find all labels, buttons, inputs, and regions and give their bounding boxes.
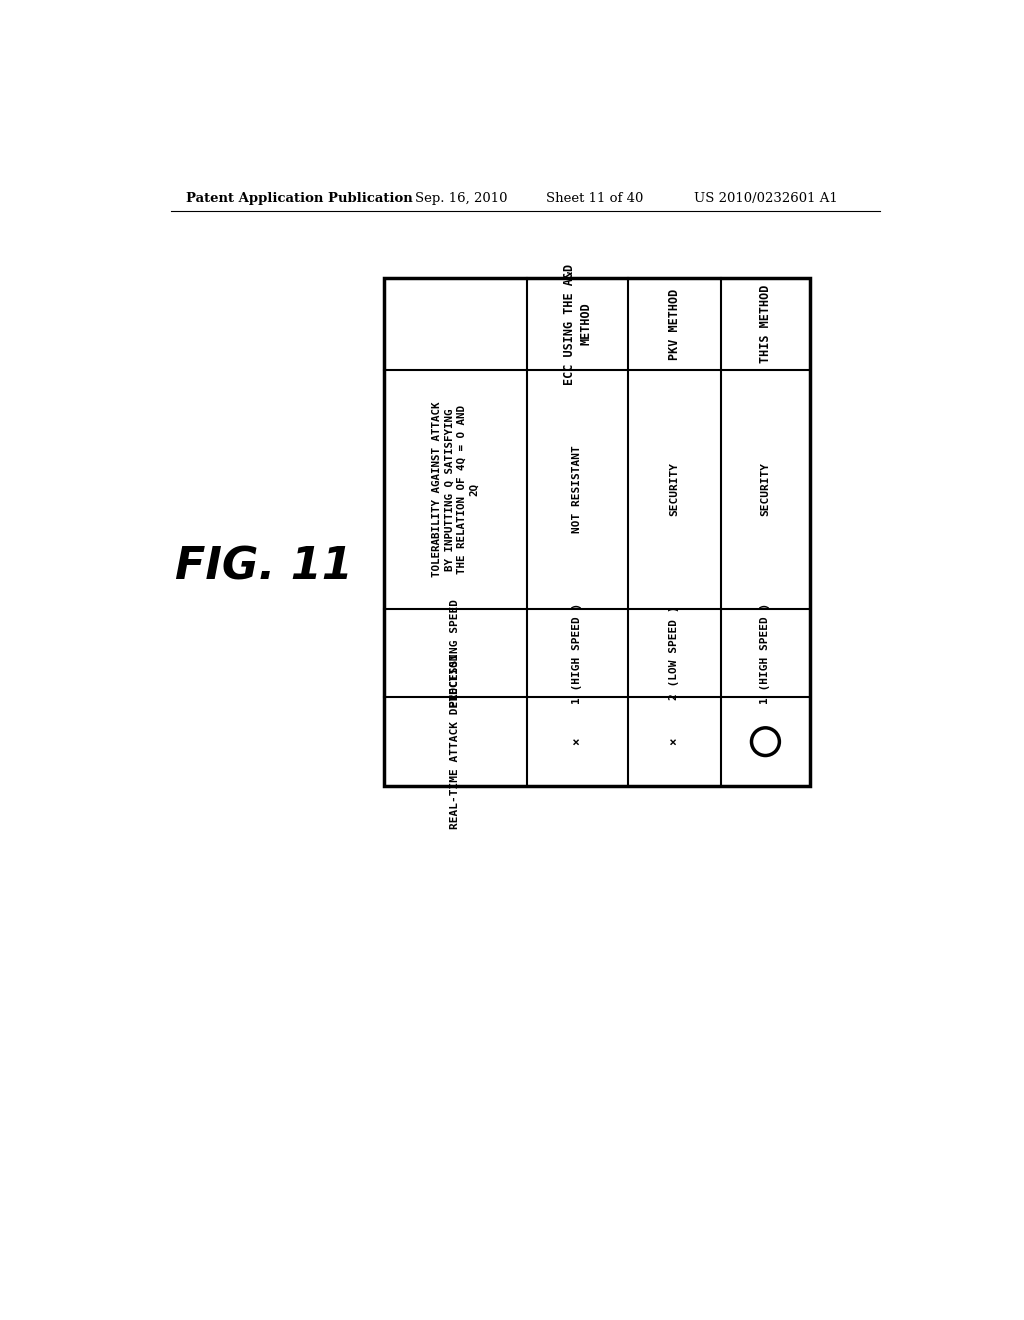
Text: SECURITY: SECURITY xyxy=(761,462,770,516)
Text: NOT RESISTANT: NOT RESISTANT xyxy=(572,446,583,533)
Text: 1 (HIGH SPEED ): 1 (HIGH SPEED ) xyxy=(761,602,770,704)
Text: THIS METHOD: THIS METHOD xyxy=(759,285,772,363)
Text: FIG. 11: FIG. 11 xyxy=(175,545,352,587)
Text: ECC USING THE A&D
METHOD: ECC USING THE A&D METHOD xyxy=(563,264,592,384)
Text: TOLERABILITY AGAINST ATTACK
BY INPUTTING Q SATISFYING
THE RELATION OF 4Q = O AND: TOLERABILITY AGAINST ATTACK BY INPUTTING… xyxy=(432,401,479,577)
Bar xyxy=(384,277,810,785)
Text: US 2010/0232601 A1: US 2010/0232601 A1 xyxy=(693,191,838,205)
Text: ×: × xyxy=(668,738,681,746)
Text: REAL-TIME ATTACK DETECTION: REAL-TIME ATTACK DETECTION xyxy=(451,653,461,829)
Text: PKV METHOD: PKV METHOD xyxy=(668,288,681,359)
Text: ×: × xyxy=(571,738,584,746)
Text: PROCESSING SPEED: PROCESSING SPEED xyxy=(451,599,461,708)
Text: 1 (HIGH SPEED ): 1 (HIGH SPEED ) xyxy=(572,602,583,704)
Text: Sep. 16, 2010: Sep. 16, 2010 xyxy=(415,191,507,205)
Text: Sheet 11 of 40: Sheet 11 of 40 xyxy=(547,191,644,205)
Text: Patent Application Publication: Patent Application Publication xyxy=(186,191,413,205)
Text: 2 (LOW SPEED ): 2 (LOW SPEED ) xyxy=(670,606,679,701)
Text: SECURITY: SECURITY xyxy=(670,462,679,516)
